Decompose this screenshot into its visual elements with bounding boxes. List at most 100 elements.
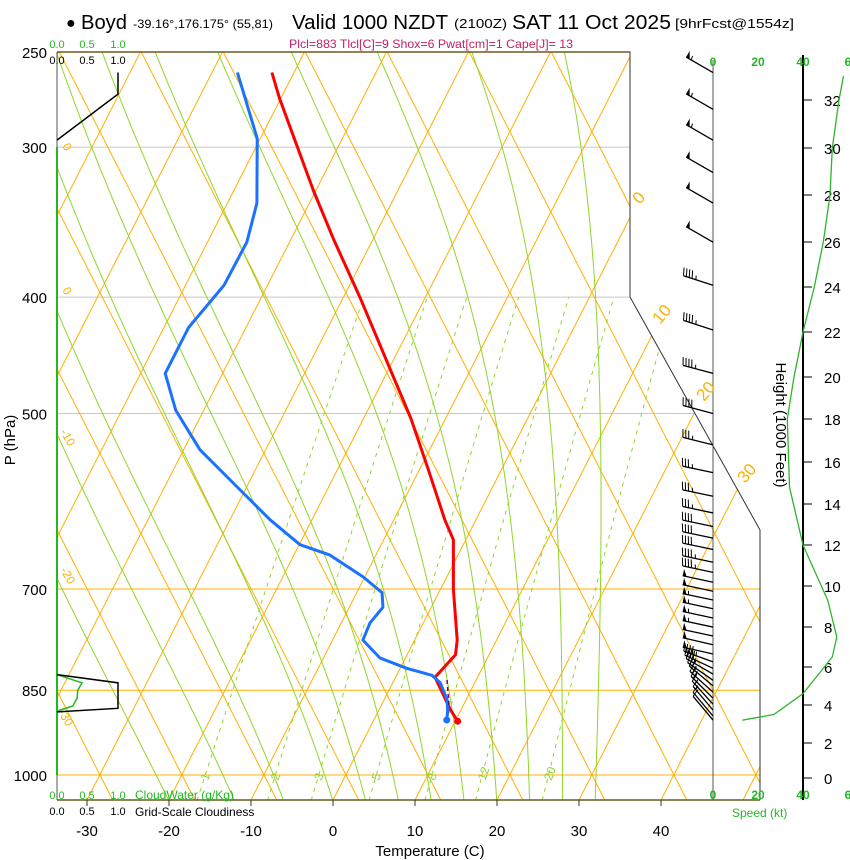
speed-tick-label-bottom: 6: [845, 788, 850, 802]
wind-barb: [681, 481, 714, 497]
barb-feather: [688, 269, 691, 278]
wind-barb: [682, 429, 714, 446]
wind-barb: [685, 87, 714, 110]
temperature-tick-label: 30: [571, 823, 588, 840]
plot-frame: [56, 51, 804, 801]
height-tick-label: 20: [824, 370, 841, 387]
isotherm-line: [86, 52, 469, 800]
barb-flag: [686, 220, 690, 229]
barb-staff: [685, 657, 714, 675]
height-tick-label: 22: [824, 325, 841, 342]
wind-barb: [682, 630, 714, 646]
cloud-water-tick-bottom: 0.5: [79, 790, 94, 802]
moist-adiabat-line: [57, 52, 285, 800]
surface-dewpoint-dot: [443, 716, 451, 724]
cloudiness-line-upper: [56, 72, 119, 141]
height-tick-label: 16: [824, 455, 841, 472]
wind-barb: [685, 181, 714, 204]
barb-staff: [685, 124, 714, 141]
dry-adiabat-line: [140, 52, 524, 800]
barb-half-feather: [690, 123, 693, 128]
adiabat-label: 0: [59, 285, 75, 298]
height-axis-title: Height (1000 Feet): [772, 362, 789, 487]
barb-feather: [689, 645, 691, 654]
speed-tick-label-bottom: 40: [796, 788, 810, 802]
barb-feather: [686, 644, 689, 653]
barb-staff: [683, 275, 714, 286]
mixing-ratio-label: 3: [311, 771, 327, 782]
barb-flag: [682, 568, 687, 577]
isotherm-label: 0: [629, 188, 650, 207]
moist-adiabat-line: [154, 52, 432, 800]
wind-barb: [681, 511, 714, 528]
barb-staff: [682, 575, 714, 583]
mixing-ratio-line: [267, 297, 428, 800]
barb-staff: [691, 680, 714, 705]
isotherm-line: [168, 52, 551, 800]
barb-staff: [682, 542, 714, 551]
mixing-ratio-label: 1: [198, 771, 214, 782]
barb-feather: [685, 268, 688, 277]
barb-flag: [682, 595, 687, 604]
adiabat-label: -10: [57, 427, 78, 449]
barb-staff: [683, 319, 714, 331]
station-coords: -39.16°,176.175° (55,81): [133, 17, 273, 31]
height-tick-label: 24: [824, 280, 841, 297]
isotherm-line: [57, 52, 223, 800]
barb-staff: [692, 695, 714, 721]
temperature-tick-label: 40: [653, 823, 670, 840]
barb-feather: [692, 685, 699, 693]
cloudiness-tick-bottom: 1.0: [110, 806, 125, 818]
isotherm-line: [250, 52, 633, 800]
barb-staff: [682, 519, 714, 528]
height-tick-label: 8: [824, 620, 832, 637]
barb-staff: [682, 601, 714, 610]
barb-staff: [682, 628, 714, 637]
mixing-ratio-label: 5: [369, 771, 385, 782]
barb-staff: [685, 93, 714, 110]
valid-time: Valid 1000 NZDT: [292, 12, 448, 34]
wind-barb: [682, 577, 714, 592]
barb-staff: [689, 670, 714, 693]
moist-adiabat-line: [101, 52, 399, 800]
moist-adiabat-line: [57, 52, 235, 800]
isotherm-line: [578, 52, 760, 800]
barb-staff: [682, 404, 714, 415]
barb-feather: [691, 646, 694, 655]
wind-barb: [692, 689, 714, 721]
pressure-tick-label: 500: [22, 407, 47, 424]
wind-barb: [683, 267, 714, 286]
barb-feather: [691, 314, 694, 324]
wind-barb: [682, 586, 714, 601]
cloudiness-tick-top: 0.5: [79, 55, 94, 67]
mixing-ratio-line: [541, 297, 674, 800]
cloud-water-title: CloudWater (g/Kg): [135, 788, 234, 802]
barb-staff: [682, 555, 714, 563]
barb-flag: [686, 87, 690, 96]
utc-time: (2100Z): [454, 16, 507, 31]
wind-barbs: [681, 50, 714, 721]
pressure-tick-label: 400: [22, 290, 47, 307]
wind-barb: [690, 668, 714, 699]
barb-feather: [689, 663, 695, 672]
mixing-ratio-line: [424, 297, 570, 800]
y-axis-title: P (hPa): [2, 415, 19, 466]
cloud-water-tick-top: 0.0: [49, 39, 64, 51]
barb-feather: [683, 643, 686, 652]
barb-flag: [686, 151, 690, 160]
wind-barb: [682, 622, 714, 637]
barb-staff: [682, 436, 714, 446]
speed-tick-label-top: 0: [710, 55, 717, 69]
barb-feather: [692, 650, 696, 660]
barb-feather: [683, 267, 685, 276]
barb-feather: [685, 650, 689, 659]
dry-adiabat-line: [58, 52, 442, 800]
barb-staff: [685, 56, 714, 74]
height-tick-label: 32: [824, 93, 841, 110]
adiabat-label: 0: [59, 141, 75, 154]
cloudiness-tick-bottom: 0.5: [79, 806, 94, 818]
barb-flag: [682, 586, 687, 595]
height-tick-label: 6: [824, 660, 832, 677]
barb-staff: [685, 156, 714, 174]
